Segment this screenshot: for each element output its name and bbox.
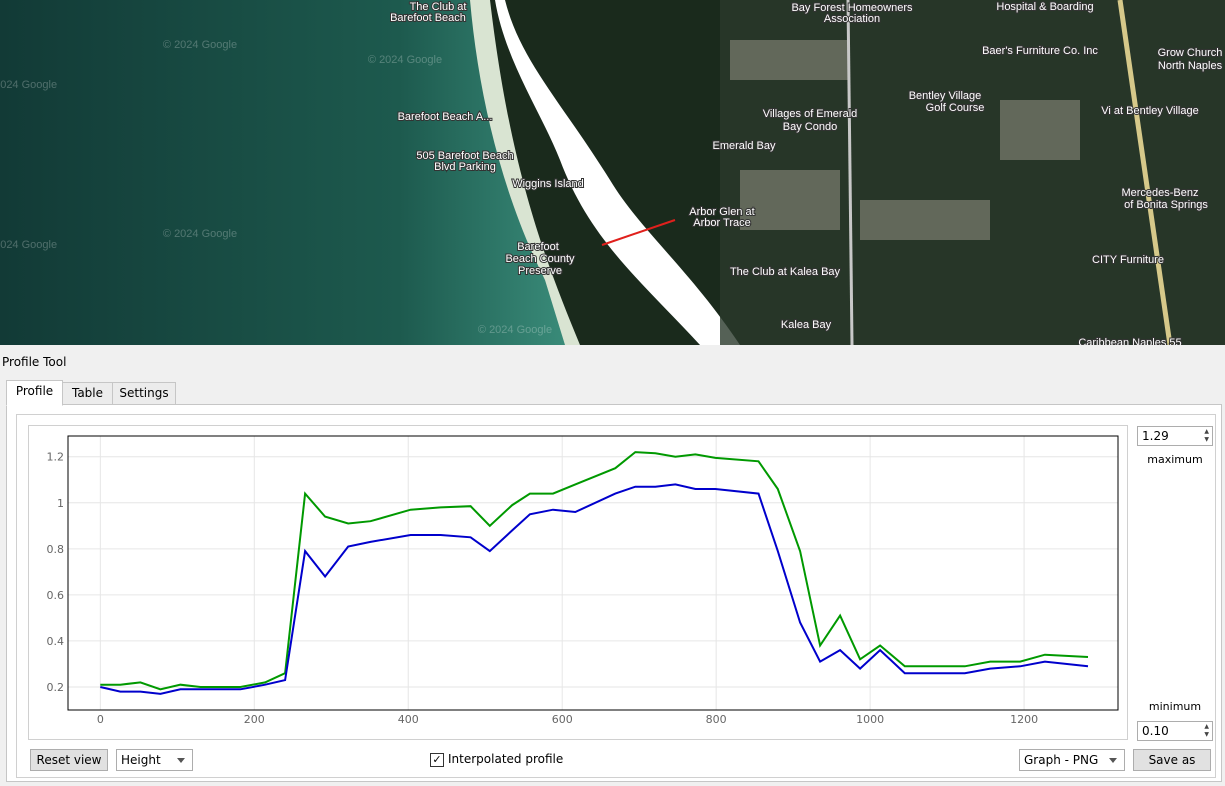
map-watermark: © 2024 Google bbox=[478, 324, 552, 336]
y-tick-label: 0.8 bbox=[47, 543, 65, 556]
map-label: Hospital & Boarding bbox=[996, 1, 1093, 13]
map-label: Barefoot Beach A... bbox=[398, 111, 493, 123]
max-spinbox[interactable]: 1.29 bbox=[1137, 426, 1213, 446]
map-label: Association bbox=[824, 13, 880, 25]
save-button[interactable]: Save as bbox=[1133, 749, 1211, 771]
map-label: Villages of Emerald bbox=[763, 108, 858, 120]
map-label: Mercedes-Benz bbox=[1121, 187, 1198, 199]
y-tick-label: 0.2 bbox=[47, 681, 65, 694]
min-spinbox[interactable]: 0.10 bbox=[1137, 721, 1213, 741]
map-watermark: © 2024 Google bbox=[163, 228, 237, 240]
map-label: Beach County bbox=[505, 253, 575, 265]
map-label: Barefoot bbox=[517, 241, 559, 253]
map-label: Baer's Furniture Co. Inc bbox=[982, 45, 1098, 57]
map-label: Arbor Trace bbox=[693, 217, 750, 229]
chart-background bbox=[28, 425, 1128, 740]
map-label: Blvd Parking bbox=[434, 161, 496, 173]
map-label: Preserve bbox=[518, 265, 562, 277]
tab[interactable]: Table bbox=[62, 382, 113, 405]
x-tick-label: 400 bbox=[398, 713, 419, 726]
checkbox-label[interactable]: Interpolated profile bbox=[448, 752, 564, 766]
reset-button[interactable]: Reset view bbox=[30, 749, 108, 771]
map-watermark: © 2024 Google bbox=[163, 39, 237, 51]
y-tick-label: 1 bbox=[57, 497, 64, 510]
map-watermark: © 2024 Google bbox=[368, 54, 442, 66]
profile-chart: 0.2 0.4 0.6 0.8 1 1.2 0 200 400 600 800 1000 1200 bbox=[28, 425, 1128, 740]
highway bbox=[1117, 0, 1173, 345]
map-label: North Naples bbox=[1158, 60, 1223, 72]
map-label: Bay Condo bbox=[783, 121, 837, 133]
profile-line bbox=[601, 219, 676, 246]
map-label: Barefoot Beach bbox=[390, 12, 466, 24]
buildings bbox=[730, 40, 1080, 240]
x-tick-label: 1000 bbox=[856, 713, 884, 726]
tab[interactable]: Settings bbox=[112, 382, 176, 405]
beach bbox=[470, 0, 580, 345]
map-label: The Club at bbox=[410, 1, 467, 13]
map-label: The Club at Kalea Bay bbox=[730, 266, 841, 278]
road bbox=[846, 0, 854, 345]
y-tick-label: 0.4 bbox=[47, 635, 65, 648]
x-tick-label: 1200 bbox=[1010, 713, 1038, 726]
profile-line bbox=[100, 451, 1089, 691]
profile-line bbox=[100, 483, 1089, 695]
max-label: maximum bbox=[1147, 453, 1203, 466]
x-tick-label: 0 bbox=[97, 713, 104, 726]
map-label: Kalea Bay bbox=[781, 319, 832, 331]
map-label: Grow Church bbox=[1158, 47, 1223, 59]
panel-title: Profile Tool bbox=[2, 355, 67, 369]
map-label: 505 Barefoot Beach bbox=[416, 150, 513, 162]
tab[interactable]: Profile bbox=[6, 380, 63, 406]
y-tick-label: 0.6 bbox=[47, 589, 65, 602]
plot-group bbox=[16, 414, 1216, 778]
map-label: Bentley Village bbox=[909, 90, 982, 102]
export-combo[interactable]: Graph - PNG bbox=[1019, 749, 1125, 771]
x-tick-label: 600 bbox=[552, 713, 573, 726]
map-watermark: © 2024 Google bbox=[0, 79, 57, 91]
map-watermark: © 2024 Google bbox=[0, 239, 57, 251]
map-label: Wiggins Island bbox=[512, 178, 584, 190]
map-label: CITY Furniture bbox=[1092, 254, 1164, 266]
map-label: Vi at Bentley Village bbox=[1101, 105, 1198, 117]
map-label: Golf Course bbox=[926, 102, 985, 114]
map-label: Emerald Bay bbox=[713, 140, 776, 152]
map-label: Caribbean Naples 55 bbox=[1078, 337, 1181, 345]
x-tick-label: 200 bbox=[244, 713, 265, 726]
map-label: of Bonita Springs bbox=[1124, 199, 1208, 211]
min-label: minimum bbox=[1148, 700, 1202, 713]
plot-frame bbox=[67, 435, 1119, 711]
y-tick-label: 1.2 bbox=[47, 451, 65, 464]
map-label: Bay Forest Homeowners bbox=[791, 2, 913, 14]
x-tick-label: 800 bbox=[706, 713, 727, 726]
mode-combo[interactable]: Height bbox=[116, 749, 193, 771]
checkbox[interactable]: ✓ bbox=[430, 753, 444, 767]
sea bbox=[0, 0, 570, 345]
map-label: Arbor Glen at bbox=[689, 206, 754, 218]
